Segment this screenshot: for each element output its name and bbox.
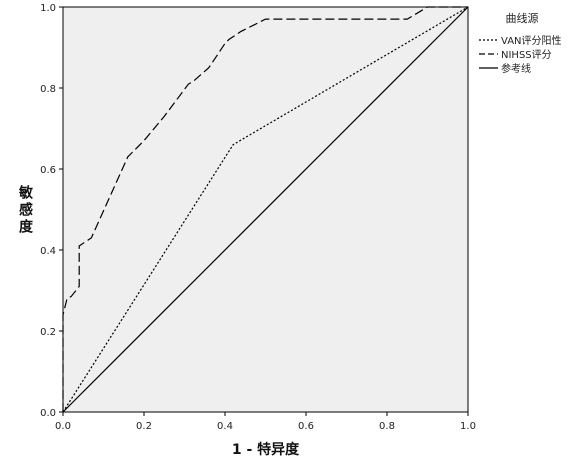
x-tick-label: 0.0: [55, 421, 71, 432]
axis-ticks: 0.0 0.2 0.4 0.6 0.8 1.0 0.0 0.2 0.4 0.6 0.8 1.0: [40, 3, 476, 432]
y-tick-label: 1.0: [40, 3, 56, 14]
legend-label-2: NIHSS评分: [501, 49, 552, 61]
x-tick-label: 0.8: [379, 421, 395, 432]
x-tick-label: 0.6: [298, 421, 314, 432]
x-tick-label: 0.4: [217, 421, 233, 432]
series-line-3: [62, 6, 469, 413]
x-axis-title: 1 - 特异度: [232, 441, 300, 458]
series-line-2: [62, 6, 468, 412]
y-tick-label: 0.2: [40, 327, 56, 338]
legend-title: 曲线源: [506, 11, 539, 25]
y-tick-label: 0.0: [40, 408, 56, 419]
series-line-1: [62, 6, 469, 413]
y-tick-label: 0.8: [40, 84, 56, 95]
x-tick-label: 1.0: [460, 421, 476, 432]
y-tick-label: 0.6: [40, 165, 56, 176]
x-tick-label: 0.2: [136, 421, 152, 432]
y-axis-title: 敏感度: [18, 185, 34, 236]
y-tick-label: 0.4: [40, 246, 56, 257]
plot-frame: [62, 6, 469, 413]
legend-label-1: VAN评分阳性: [501, 34, 562, 47]
legend-label-3: 参考线: [501, 62, 531, 75]
series-layer: [62, 6, 469, 413]
